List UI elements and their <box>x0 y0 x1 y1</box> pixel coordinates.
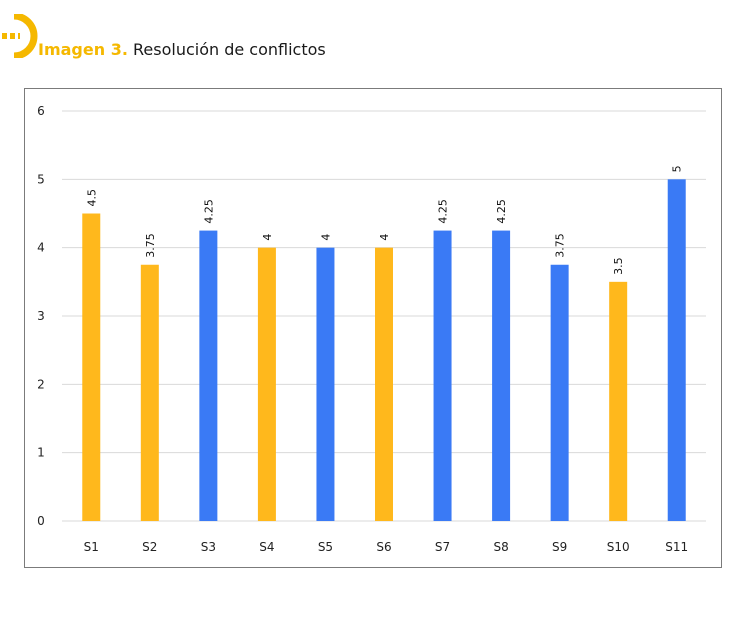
x-tick-label: S9 <box>552 540 567 554</box>
x-tick-label: S7 <box>435 540 450 554</box>
x-tick-label: S5 <box>318 540 333 554</box>
y-tick-label: 4 <box>37 241 45 255</box>
data-label: 5 <box>671 165 684 172</box>
bar <box>492 230 511 522</box>
figure-title: Resolución de conflictos <box>133 40 326 59</box>
bar <box>199 230 218 522</box>
figure-caption: Imagen 3. Resolución de conflictos <box>38 40 326 59</box>
brand-logo-icon <box>2 14 38 58</box>
y-tick-label: 2 <box>37 377 45 391</box>
y-tick-label: 5 <box>37 172 45 186</box>
data-label: 4 <box>261 234 274 241</box>
y-tick-label: 0 <box>37 514 45 528</box>
bar <box>82 213 101 521</box>
bar <box>609 281 628 521</box>
bar <box>550 264 569 521</box>
y-tick-label: 3 <box>37 309 45 323</box>
x-tick-label: S1 <box>84 540 99 554</box>
bar <box>316 247 335 521</box>
data-label: 4.25 <box>437 199 450 224</box>
y-tick-label: 6 <box>37 104 45 118</box>
bar <box>667 179 686 521</box>
figure-label: Imagen 3. <box>38 40 128 59</box>
bar <box>375 247 393 521</box>
bar-chart: 0 1 2 3 4 5 6 4.5 S1 3.75 S2 4.25 S3 4 S4 4 S5 4 S6 4.25 S7 4… <box>37 104 706 554</box>
data-label: 3.75 <box>554 233 567 258</box>
data-label: 4.25 <box>495 199 508 224</box>
chart-container: 0 1 2 3 4 5 6 4.5 S1 3.75 S2 4.25 S3 4 S4 4 S5 4 S6 4.25 S7 4… <box>24 88 722 568</box>
data-label: 4.25 <box>202 199 215 224</box>
bar <box>140 264 159 521</box>
bar <box>433 230 452 522</box>
x-tick-label: S2 <box>142 540 157 554</box>
bar <box>257 247 276 521</box>
x-tick-label: S3 <box>201 540 216 554</box>
x-tick-label: S8 <box>493 540 508 554</box>
data-label: 4 <box>378 234 391 241</box>
half-circle-arc-icon <box>13 14 38 58</box>
x-tick-label: S11 <box>665 540 688 554</box>
data-label: 4 <box>319 234 332 241</box>
data-label: 3.75 <box>144 233 157 258</box>
x-tick-label: S6 <box>376 540 391 554</box>
x-tick-label: S4 <box>259 540 274 554</box>
y-tick-label: 1 <box>37 446 45 460</box>
x-tick-label: S10 <box>607 540 630 554</box>
data-label: 4.5 <box>85 189 98 207</box>
data-label: 3.5 <box>612 257 625 275</box>
